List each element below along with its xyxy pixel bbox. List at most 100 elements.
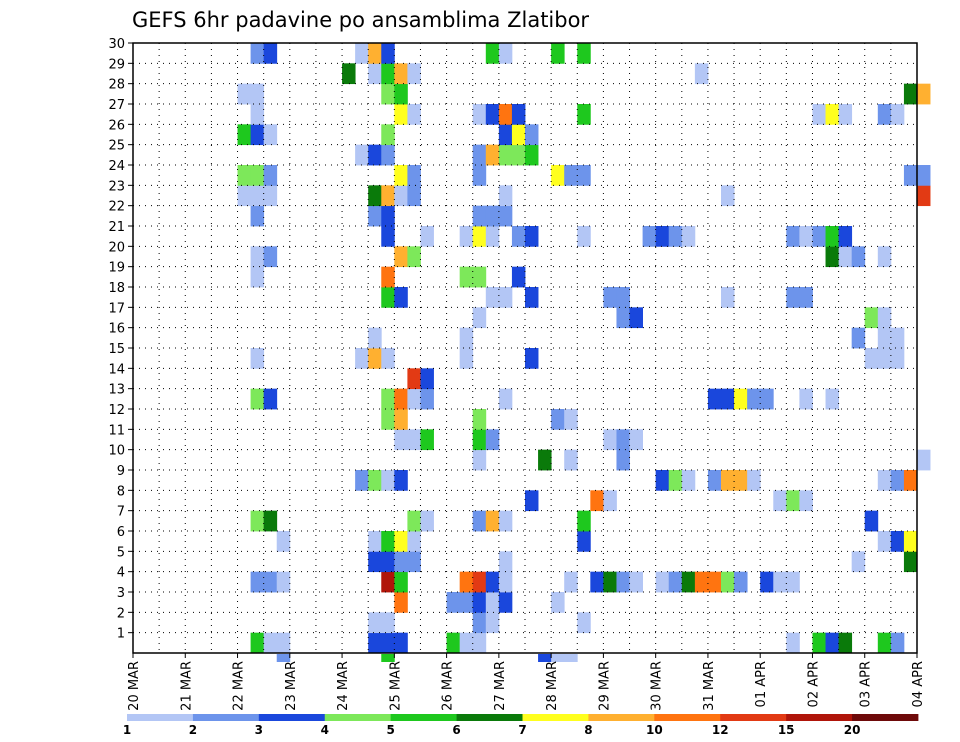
heatmap-cell: [564, 165, 578, 186]
heatmap-cell: [616, 449, 630, 471]
heatmap-cell: [446, 592, 461, 613]
heatmap-cell: [877, 104, 892, 125]
heatmap-cell: [511, 124, 526, 146]
y-tick-label: 12: [108, 403, 125, 418]
heatmap-cell: [381, 348, 395, 369]
heatmap-cell: [407, 246, 421, 268]
heatmap-cell: [773, 571, 787, 593]
heatmap-cell: [381, 185, 395, 207]
heatmap-cell: [629, 429, 643, 451]
heatmap-cell: [877, 246, 892, 268]
heatmap-cell: [485, 287, 500, 308]
heatmap-cell: [368, 144, 382, 166]
heatmap-cell: [903, 470, 918, 491]
heatmap-cell: [890, 348, 905, 369]
heatmap-cell: [917, 83, 931, 105]
heatmap-cell: [394, 287, 408, 308]
heatmap-cell: [381, 654, 395, 662]
y-tick-label: 2: [117, 606, 125, 621]
heatmap-cell: [485, 144, 500, 166]
heatmap-cell: [812, 226, 826, 247]
heatmap-cell: [903, 83, 918, 105]
heatmap-cell: [381, 531, 395, 552]
heatmap-cell: [890, 327, 905, 349]
y-tick-label: 10: [108, 444, 125, 459]
heatmap-cell: [459, 632, 474, 654]
heatmap-cell: [472, 571, 487, 593]
heatmap-cell: [721, 470, 735, 491]
y-tick-label: 15: [108, 342, 125, 357]
heatmap-cell: [368, 43, 382, 64]
heatmap-cell: [381, 124, 395, 146]
heatmap-cell: [368, 63, 382, 85]
heatmap-cell: [721, 287, 735, 308]
heatmap-cell: [564, 409, 578, 430]
legend-swatch: [258, 714, 326, 721]
y-tick-label: 8: [117, 484, 125, 499]
heatmap-cell: [890, 470, 905, 491]
chart-title: GEFS 6hr padavine po ansamblima Zlatibor: [132, 8, 589, 32]
heatmap-cell: [498, 104, 513, 125]
heatmap-cell: [681, 571, 696, 593]
x-tick-label: 02 APR: [806, 661, 821, 707]
heatmap-cell: [681, 470, 696, 491]
heatmap-cell: [838, 226, 853, 247]
heatmap-cell: [838, 632, 853, 654]
heatmap-cell: [498, 185, 513, 207]
heatmap-cell: [485, 226, 500, 247]
heatmap-cell: [420, 510, 434, 532]
y-tick-label: 6: [117, 525, 125, 540]
heatmap-cell: [355, 348, 369, 369]
y-tick-label: 29: [108, 57, 125, 72]
heatmap-cell: [355, 43, 369, 64]
heatmap-cell: [394, 592, 408, 613]
heatmap-cell: [890, 104, 905, 125]
heatmap-cell: [250, 43, 265, 64]
y-tick-label: 13: [108, 383, 125, 398]
color-legend: 1 2 3 4 5 6 7 8 10 12 15 20: [123, 714, 919, 737]
legend-label: 7: [518, 723, 526, 737]
heatmap-cell: [381, 205, 395, 227]
heatmap-cell: [551, 592, 565, 613]
heatmap-cell: [394, 63, 408, 85]
legend-label: 20: [844, 723, 861, 737]
heatmap-cell: [655, 571, 670, 593]
heatmap-cell: [485, 592, 500, 613]
heatmap-cell: [864, 307, 879, 329]
heatmap-cell: [263, 571, 278, 593]
heatmap-cell: [407, 510, 421, 532]
heatmap-cell: [237, 165, 251, 186]
heatmap-cell: [538, 449, 552, 471]
heatmap-cell: [890, 531, 905, 552]
heatmap-cell: [525, 124, 539, 146]
heatmap-cell: [368, 612, 382, 634]
heatmap-cell: [485, 510, 500, 532]
heatmap-cell: [851, 327, 866, 349]
heatmap-cell: [734, 470, 748, 491]
heatmap-cell: [564, 571, 578, 593]
heatmap-cell: [263, 632, 278, 654]
heatmap-cell: [812, 632, 826, 654]
heatmap-cell: [368, 551, 382, 573]
x-tick-label: 29 MAR: [597, 661, 612, 711]
heatmap-cell: [851, 246, 866, 268]
y-tick-label: 11: [108, 423, 125, 438]
heatmap-cell: [368, 327, 382, 349]
heatmap-cell: [263, 185, 278, 207]
heatmap-cell: [864, 348, 879, 369]
heatmap-cell: [616, 307, 630, 329]
heatmap-cell: [407, 429, 421, 451]
heatmap-cell: [394, 409, 408, 430]
heatmap-cell: [250, 165, 265, 186]
y-tick-label: 16: [108, 322, 125, 337]
legend-swatch: [456, 714, 523, 721]
x-tick-label: 21 MAR: [179, 661, 194, 711]
heatmap-cell: [250, 266, 265, 288]
heatmap-cell: [250, 571, 265, 593]
heatmap-cell: [498, 287, 513, 308]
heatmap-cell: [420, 368, 434, 390]
heatmap-cell: [603, 490, 617, 512]
heatmap-cell: [407, 185, 421, 207]
legend-label: 6: [452, 723, 460, 737]
heatmap-cell: [381, 632, 395, 654]
